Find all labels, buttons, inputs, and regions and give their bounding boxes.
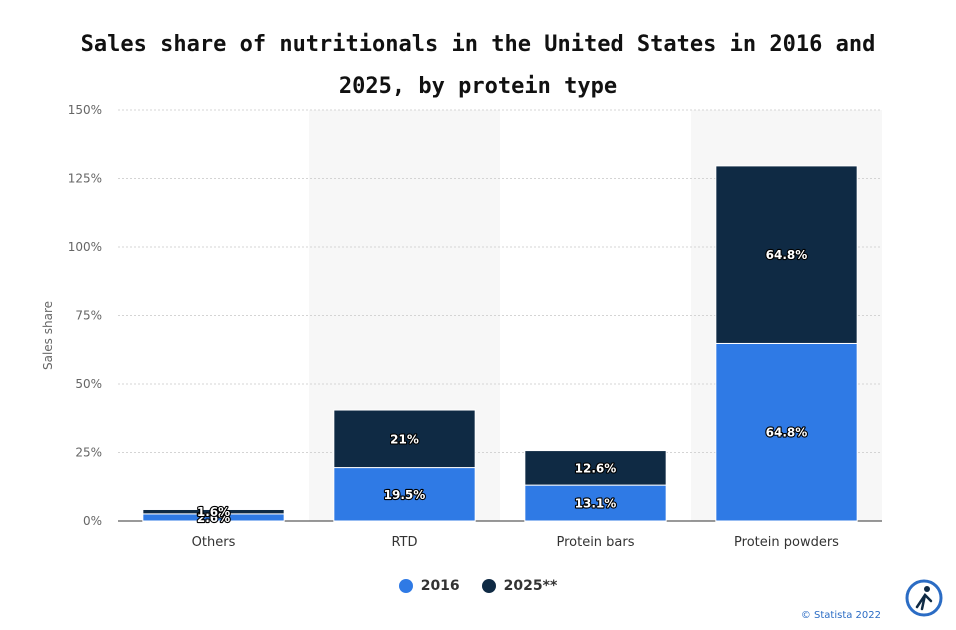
x-tick-label: Protein bars	[556, 535, 634, 550]
chart-title: Sales share of nutritionals in the Unite…	[80, 32, 876, 99]
x-tick-label: Others	[192, 535, 236, 550]
y-tick-label: 150%	[68, 103, 102, 117]
legend: 2016 2025**	[0, 578, 956, 594]
y-axis-title: Sales share	[41, 301, 55, 370]
brand-logo-icon	[905, 579, 943, 617]
data-label: 1.6%	[197, 505, 230, 519]
y-tick-label: 100%	[68, 240, 102, 254]
data-label: 64.8%	[766, 248, 808, 262]
data-label: 12.6%	[575, 461, 617, 475]
y-tick-label: 50%	[75, 377, 102, 391]
bar-2025-1	[333, 409, 476, 469]
legend-item-2025[interactable]: 2025**	[481, 578, 558, 594]
data-label: 2.6%	[197, 511, 230, 525]
bar-2016-1	[333, 467, 476, 522]
legend-swatch-2016	[398, 579, 413, 593]
data-label: 13.1%	[575, 497, 617, 511]
legend-swatch-2025	[481, 579, 496, 593]
legend-label-2016: 2016	[420, 578, 460, 594]
bar-2025-3	[715, 165, 858, 344]
legend-label-2025: 2025**	[503, 578, 558, 594]
bar-2016-3	[715, 342, 858, 522]
y-tick-label: 75%	[75, 309, 102, 323]
statista-credit[interactable]: © Statista 2022	[800, 610, 881, 621]
x-tick-label: Protein powders	[734, 535, 839, 550]
legend-item-2016[interactable]: 2016	[398, 578, 460, 594]
bar-2025-2	[524, 450, 667, 486]
y-tick-label: 0%	[83, 514, 102, 528]
y-tick-label: 25%	[75, 446, 102, 460]
x-tick-label: RTD	[391, 535, 417, 550]
y-tick-label: 125%	[68, 172, 102, 186]
data-label: 21%	[390, 432, 419, 446]
bar-2016-2	[524, 484, 667, 522]
data-label: 64.8%	[766, 426, 808, 440]
bar-2025-0	[142, 508, 285, 515]
data-label: 19.5%	[384, 488, 426, 502]
